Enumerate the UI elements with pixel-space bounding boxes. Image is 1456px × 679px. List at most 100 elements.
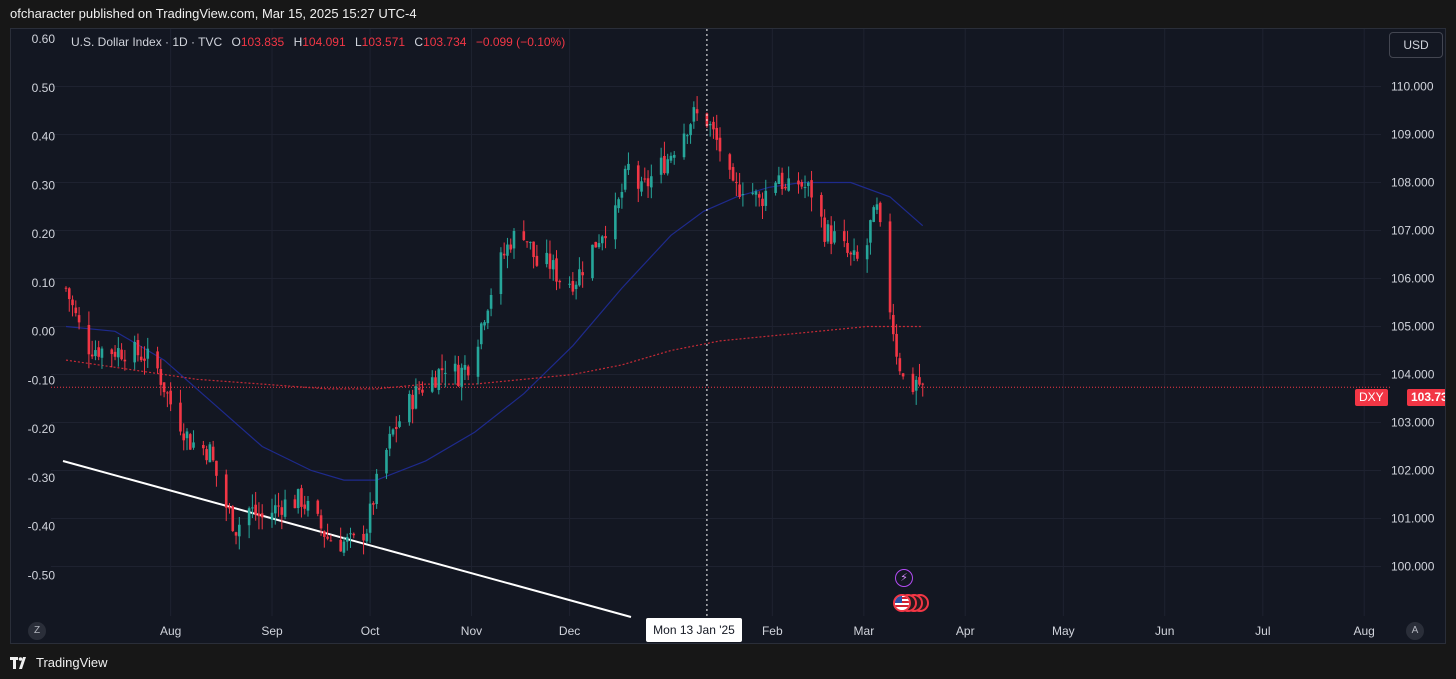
candle-up	[869, 219, 872, 255]
candle-up	[251, 494, 254, 518]
candle-up	[499, 247, 503, 305]
candle-up	[806, 181, 810, 197]
auto-scale-button[interactable]: A	[1406, 622, 1424, 640]
us-flag-event-icon[interactable]	[893, 594, 935, 612]
candle-body	[872, 207, 875, 222]
candle-up	[430, 370, 434, 394]
candle-body	[87, 324, 91, 355]
candle-body	[797, 180, 800, 185]
candle-up	[708, 121, 712, 137]
candle-body	[764, 190, 768, 206]
currency-button[interactable]: USD	[1389, 32, 1443, 58]
x-axis-tick-label: Jun	[1155, 624, 1174, 638]
candle-up	[754, 189, 758, 207]
candle-up	[306, 496, 310, 517]
x-axis-tick-label: Mar	[854, 624, 875, 638]
candle-body	[457, 364, 460, 387]
candle-down	[179, 389, 182, 436]
candle-body	[921, 383, 925, 385]
left-axis-tick-label: 0.20	[32, 227, 56, 241]
candle-body	[247, 508, 251, 526]
candle-body	[718, 137, 722, 152]
x-axis-tick-label: Apr	[956, 624, 975, 638]
candle-down	[849, 251, 853, 266]
candle-up	[627, 152, 630, 175]
auto-scale-left-button[interactable]: Z	[28, 622, 46, 640]
candle-body	[408, 393, 411, 423]
candle-up	[591, 244, 594, 281]
candle-body	[777, 175, 781, 184]
candle-down	[434, 370, 437, 388]
candle-down	[535, 244, 539, 268]
candle-up	[620, 183, 624, 209]
left-axis-tick-label: -0.50	[28, 568, 56, 582]
candle-body	[319, 515, 323, 529]
candle-down	[136, 333, 140, 362]
candle-down	[829, 216, 833, 255]
candle-body	[614, 205, 617, 240]
close-label: C	[414, 35, 424, 49]
candle-body	[522, 231, 526, 241]
candle-up	[666, 153, 669, 176]
candle-down	[646, 170, 650, 198]
candle-body	[463, 365, 467, 370]
candle-body	[476, 346, 480, 377]
candle-body	[417, 388, 421, 390]
candle-body	[486, 310, 490, 324]
x-axis-tick-label: Sep	[261, 624, 283, 638]
flash-event-icon[interactable]: ⚡	[895, 569, 913, 587]
candle-body	[506, 244, 509, 256]
candle-down	[372, 501, 375, 515]
candle-down	[457, 355, 460, 387]
candle-body	[156, 351, 159, 369]
candle-down	[74, 300, 78, 317]
candle-down	[878, 201, 882, 227]
candlestick-chart[interactable]: 0.60 0.50 0.40 0.30 0.20 0.10 0.00 -0.10 -0.20 -0…	[11, 29, 1445, 643]
candle-body	[453, 363, 457, 372]
x-axis-tick-label: Jul	[1255, 624, 1270, 638]
candle-up	[529, 241, 532, 250]
candle-up	[826, 220, 830, 244]
candle-down	[67, 287, 71, 312]
right-axis-tick-label: 105.000	[1391, 320, 1435, 334]
candle-body	[375, 473, 378, 505]
candle-body	[708, 124, 712, 126]
candle-body	[895, 333, 898, 357]
candle-body	[738, 184, 741, 197]
left-axis-tick-label: 0.00	[32, 325, 56, 339]
high-value: 104.091	[302, 35, 346, 49]
candle-down	[87, 311, 91, 369]
candle-body	[898, 358, 902, 372]
candle-body	[669, 155, 673, 161]
left-axis-tick-label: 0.40	[32, 130, 56, 144]
candle-up	[192, 430, 195, 450]
candle-body	[133, 341, 136, 363]
candle-body	[529, 241, 532, 243]
candle-up	[146, 337, 150, 368]
candle-body	[283, 499, 287, 517]
candle-body	[123, 359, 127, 362]
left-axis-tick-label: -0.40	[28, 520, 56, 534]
candle-down	[113, 345, 117, 361]
candle-body	[800, 182, 804, 187]
candle-down	[280, 500, 284, 530]
candle-body	[329, 540, 333, 542]
candle-down	[892, 303, 895, 342]
candle-body	[846, 242, 849, 253]
candle-body	[502, 253, 506, 256]
right-axis-tick-label: 103.000	[1391, 416, 1435, 430]
candle-down	[643, 167, 647, 183]
left-axis-tick-label: 0.50	[32, 81, 56, 95]
open-value: 103.835	[240, 35, 285, 49]
candle-up	[623, 165, 627, 193]
candle-body	[918, 377, 921, 385]
candle-up	[872, 205, 875, 223]
candle-up	[483, 320, 486, 331]
candle-up	[669, 152, 673, 164]
candle-body	[695, 109, 699, 114]
candle-body	[686, 135, 689, 137]
candle-body	[620, 191, 624, 198]
chart-pane[interactable]: 0.60 0.50 0.40 0.30 0.20 0.10 0.00 -0.10 -0.20 -0…	[10, 28, 1446, 644]
candle-down	[169, 382, 172, 412]
candle-up	[385, 448, 388, 480]
